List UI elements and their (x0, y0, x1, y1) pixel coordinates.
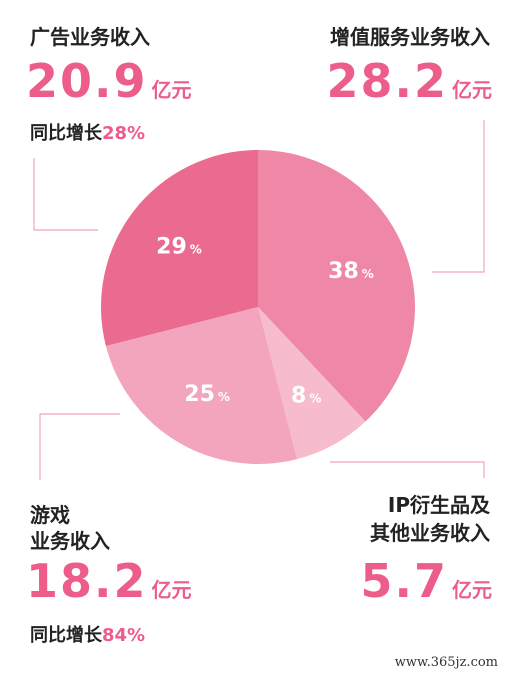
game-growth: 同比增长84% (30, 624, 145, 648)
watermark: www.365jz.com (394, 655, 498, 670)
pie-slice-3 (100, 150, 258, 347)
pie-slice-2 (105, 307, 298, 465)
ad-segment-value: 20.9 亿元 (26, 56, 192, 115)
ad-value-number: 20.9 (26, 54, 148, 108)
game-segment-name-line2: 业务收入 (30, 529, 110, 553)
ip-value-number: 5.7 (360, 554, 448, 608)
game-value-number: 18.2 (26, 554, 148, 608)
game-growth-label: 同比增长 (30, 625, 102, 646)
game-value-unit: 亿元 (151, 578, 192, 602)
pie-slice-labels: 38 % 8 % 25 % 29% (156, 235, 374, 409)
pie-slice-label-1: 8% (291, 384, 321, 409)
ad-growth: 同比增长28% (30, 122, 145, 146)
connector-lines (33, 120, 485, 480)
vas-segment-value: 28.2 亿元 (327, 56, 493, 115)
ad-value-unit: 亿元 (151, 78, 192, 102)
pie-slice-label-0: 38% (328, 259, 374, 284)
ip-segment-name-line1: IP衍生品及 (387, 493, 490, 517)
ad-connector-line (33, 158, 98, 231)
pie-slice-0 (258, 150, 415, 422)
ad-segment-name: 广告业务收入 (30, 25, 150, 49)
pie-slice-label-3: 29% (156, 235, 202, 260)
ad-growth-value: 28% (102, 123, 146, 144)
ip-segment-value: 5.7 亿元 (361, 556, 493, 615)
vas-connector-line (432, 120, 485, 273)
ip-connector-line (330, 461, 485, 478)
pie-slices (100, 150, 415, 465)
game-segment-value: 18.2 亿元 (26, 556, 192, 615)
ip-segment-name-line2: 其他业务收入 (370, 521, 490, 545)
game-connector-line (39, 413, 120, 480)
game-segment-name-line1: 游戏 (30, 503, 70, 527)
ip-value-unit: 亿元 (452, 578, 492, 602)
game-growth-value: 84% (102, 625, 146, 646)
pie-slice-label-2: 25% (184, 382, 230, 407)
vas-value-number: 28.2 (326, 54, 448, 108)
vas-segment-name: 增值服务业务收入 (330, 25, 490, 49)
ad-growth-label: 同比增长 (30, 123, 102, 144)
vas-value-unit: 亿元 (452, 78, 492, 102)
pie-slice-1 (258, 307, 366, 460)
